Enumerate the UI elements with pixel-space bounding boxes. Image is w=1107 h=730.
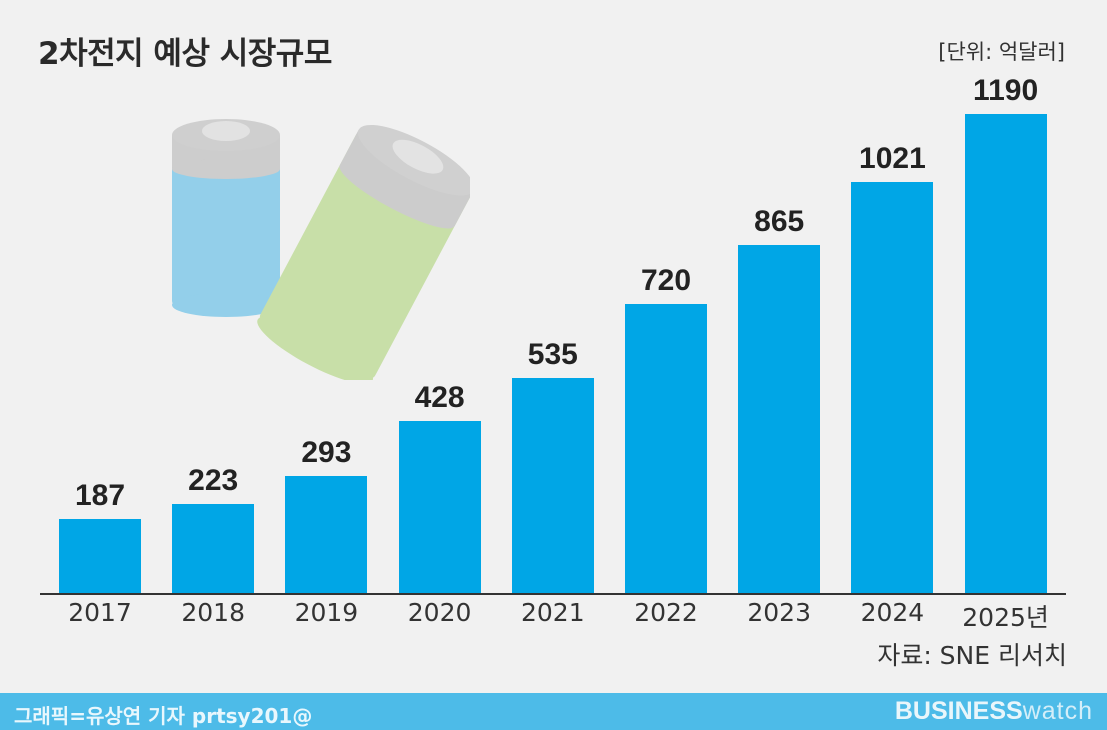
source-note: 자료: SNE 리서치 [877,641,1067,670]
brand-light: watch [1022,697,1093,725]
value-label: 223 [188,464,239,498]
value-label: 535 [527,338,578,372]
brand-logo: BUSINESSwatch [895,697,1093,726]
bar-2023 [738,245,821,594]
x-tick-label: 2020 [407,598,472,627]
value-label: 293 [301,435,352,469]
x-tick-label: 2024 [860,598,925,627]
x-tick-label: 2022 [634,598,698,627]
green-battery-icon [257,124,470,380]
x-tick-label: 2023 [747,598,811,627]
x-axis-line [40,593,1066,595]
footer-bar: 그래픽=유상연 기자 prtsy201@ BUSINESSwatch [0,693,1107,730]
bar-chart: 187 223 293 428 535 720 865 1021 1190 [40,0,1066,595]
value-label: 187 [74,478,126,512]
x-tick-label: 2019 [294,598,359,627]
bar-2024 [851,182,934,594]
chart-title: 2차전지 예상 시장규모 [38,36,332,72]
x-tick-label: 2018 [181,598,245,627]
value-label: 720 [640,263,692,297]
x-tick-label: 2021 [520,598,585,627]
battery-icon [172,119,470,380]
value-label: 865 [754,205,805,239]
value-label: 1021 [859,142,926,176]
brand-bold: BUSINESS [894,697,1023,725]
bar-2020 [398,421,481,594]
bar-2017 [59,518,141,594]
blue-battery-icon [172,119,280,317]
x-tick-label: 2017 [68,598,132,627]
bar-2018 [172,504,255,594]
value-label: 1190 [973,74,1039,107]
value-label: 428 [414,381,465,415]
bar-2022 [625,303,707,594]
bar-2019 [285,475,368,594]
bar-2021 [511,378,594,594]
unit-label: [단위: 억달러] [938,40,1065,64]
graphic-credit: 그래픽=유상연 기자 prtsy201@ [14,704,313,728]
x-tick-label: 2025년 [962,603,1049,632]
bar-2025년 [964,114,1047,594]
